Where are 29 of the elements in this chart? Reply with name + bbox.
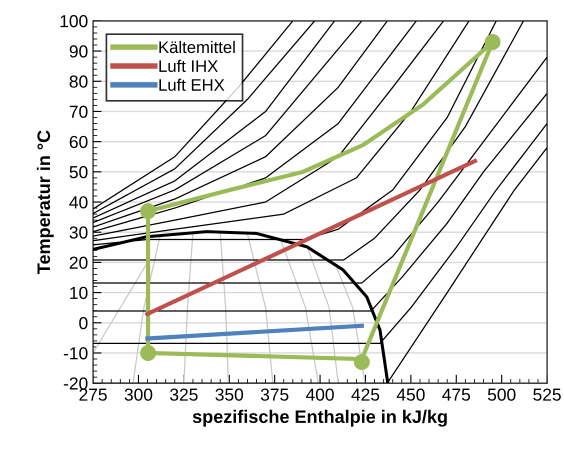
y-tick-label: 20 — [70, 256, 88, 269]
x-tick-label: 350 — [215, 388, 244, 401]
x-tick-label: 300 — [124, 388, 152, 401]
y-axis-title: Temperatur in °C — [36, 130, 54, 274]
x-tick-label: 375 — [260, 388, 288, 401]
x-axis-title: spezifische Enthalpie in kJ/kg — [192, 410, 447, 427]
y-tick-label: 100 — [60, 15, 88, 28]
y-tick-label: 10 — [70, 286, 88, 300]
y-tick-label: -10 — [64, 347, 88, 360]
y-tick-label: 70 — [70, 106, 88, 118]
x-tick-label: 500 — [488, 388, 516, 401]
y-tick-label: 50 — [70, 166, 88, 178]
y-tick-label: 40 — [69, 196, 88, 208]
x-tick-label: 400 — [306, 388, 334, 401]
y-tick-label: -20 — [64, 377, 88, 390]
x-tick-label: 325 — [170, 388, 198, 401]
x-tick-label: 275 — [79, 388, 107, 401]
y-tick-label: 0 — [79, 316, 88, 330]
y-tick-label: 30 — [70, 226, 88, 239]
y-tick-label: 90 — [70, 45, 88, 58]
legend-label: Luft IHX — [159, 60, 218, 72]
legend-label: Kältemittel — [159, 40, 235, 54]
legend-label: Luft EHX — [159, 78, 224, 91]
x-tick-label: 475 — [442, 388, 470, 401]
x-tick-label: 425 — [351, 388, 380, 401]
x-tick-label: 450 — [396, 388, 425, 401]
x-tick-label: 525 — [533, 388, 561, 401]
y-tick-label: 60 — [70, 136, 88, 148]
y-tick-label: 80 — [70, 75, 88, 88]
